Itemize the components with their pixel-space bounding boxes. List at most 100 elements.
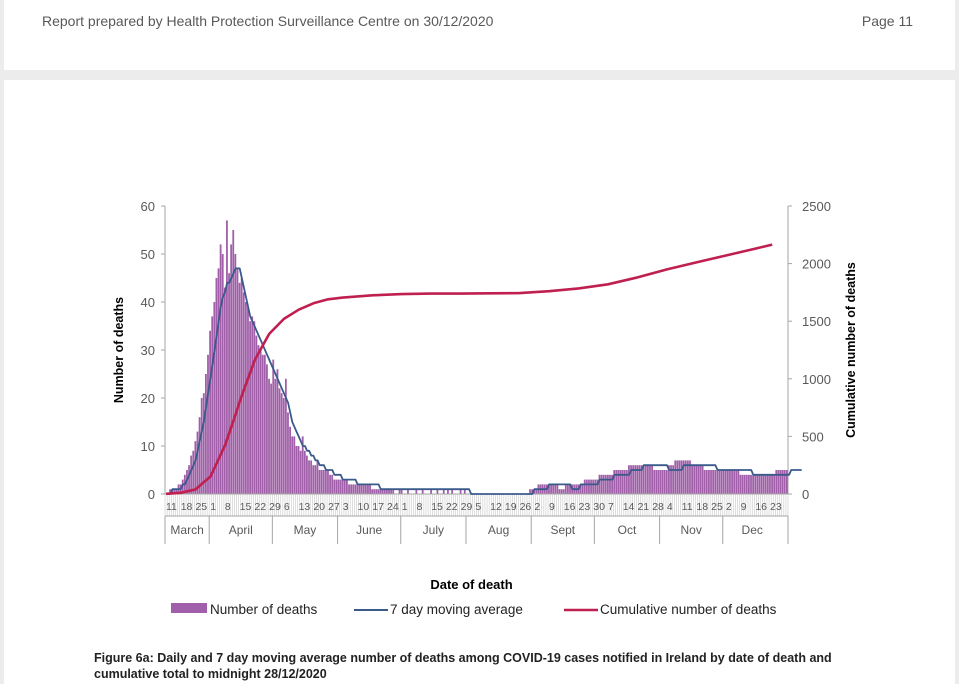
death-bar bbox=[337, 479, 340, 494]
day-tick-label: 15 bbox=[431, 501, 443, 513]
death-bar bbox=[712, 470, 715, 494]
death-bar bbox=[377, 489, 380, 494]
death-bar bbox=[261, 354, 264, 494]
death-bar bbox=[554, 484, 557, 494]
death-bar bbox=[581, 484, 584, 494]
death-bar bbox=[390, 489, 393, 494]
day-tick-label: 21 bbox=[637, 501, 649, 513]
month-label: Aug bbox=[488, 523, 509, 537]
page-number: Page 11 bbox=[861, 13, 913, 29]
death-bar bbox=[358, 484, 361, 494]
death-bar bbox=[678, 460, 681, 494]
death-bar bbox=[280, 393, 283, 494]
death-bar bbox=[552, 484, 555, 494]
death-bar bbox=[219, 244, 222, 494]
death-bar bbox=[301, 436, 304, 494]
death-bar bbox=[360, 484, 363, 494]
death-bar bbox=[257, 345, 260, 494]
report-page: 0 10 20 30 40 50 60 0 500 1000 1500 2000 2500 Number … bbox=[4, 80, 955, 684]
death-bar bbox=[663, 470, 666, 494]
death-bar bbox=[339, 479, 342, 494]
death-bar bbox=[314, 465, 317, 494]
death-bar bbox=[451, 489, 454, 494]
death-bar bbox=[604, 474, 607, 494]
death-bar bbox=[324, 470, 327, 494]
day-tick-label: 9 bbox=[741, 501, 747, 513]
death-bar bbox=[609, 474, 611, 494]
death-bar bbox=[634, 465, 637, 494]
day-tick-label: 18 bbox=[696, 501, 708, 513]
report-title: Report prepared by Health Protection Sur… bbox=[42, 13, 494, 29]
death-bar bbox=[548, 484, 550, 494]
death-bar bbox=[714, 470, 717, 494]
day-tick-label: 19 bbox=[505, 501, 517, 513]
month-label: April bbox=[229, 523, 253, 537]
death-bar bbox=[217, 268, 220, 494]
death-bar bbox=[211, 316, 214, 494]
day-tick-label: 2 bbox=[726, 501, 732, 513]
death-bar bbox=[569, 484, 571, 494]
day-tick-label: 7 bbox=[608, 501, 614, 513]
death-bar bbox=[234, 254, 237, 494]
death-bar bbox=[695, 465, 698, 494]
y2-tick-label: 500 bbox=[802, 429, 824, 444]
day-tick-label: 28 bbox=[652, 501, 664, 513]
death-bar bbox=[649, 465, 651, 494]
death-bar bbox=[169, 489, 172, 494]
death-bar bbox=[676, 460, 679, 494]
death-bar bbox=[617, 470, 620, 494]
death-bar bbox=[670, 465, 672, 494]
death-bar bbox=[592, 479, 595, 494]
death-bar bbox=[322, 470, 325, 494]
death-bar bbox=[226, 220, 228, 494]
death-bar bbox=[766, 474, 769, 494]
death-bar bbox=[684, 460, 687, 494]
death-bar bbox=[583, 479, 586, 494]
death-bar bbox=[564, 484, 567, 494]
death-bar bbox=[535, 489, 538, 494]
death-bar bbox=[588, 479, 590, 494]
death-bar bbox=[310, 460, 313, 494]
death-bar bbox=[606, 474, 609, 494]
death-bar bbox=[596, 479, 599, 494]
y-tick-label: 0 bbox=[148, 487, 155, 502]
death-bar bbox=[289, 426, 291, 494]
death-bar bbox=[665, 470, 668, 494]
death-bar bbox=[750, 474, 752, 494]
day-tick-label: 4 bbox=[667, 501, 673, 513]
death-bar bbox=[630, 465, 632, 494]
death-bar bbox=[718, 470, 721, 494]
death-bar bbox=[646, 465, 649, 494]
death-bar bbox=[306, 455, 308, 494]
death-bar bbox=[354, 484, 357, 494]
death-bar bbox=[737, 470, 740, 494]
death-bar bbox=[270, 383, 273, 494]
death-bar bbox=[644, 465, 647, 494]
y-tick-label: 30 bbox=[141, 343, 155, 358]
death-bar bbox=[272, 359, 275, 494]
death-bar bbox=[268, 378, 270, 494]
death-bar bbox=[381, 489, 384, 494]
death-bar bbox=[655, 470, 658, 494]
death-bar bbox=[421, 489, 424, 494]
legend-label-moving-average: 7 day moving average bbox=[390, 602, 523, 617]
day-tick-label: 1 bbox=[402, 501, 408, 513]
death-bar bbox=[341, 479, 344, 494]
death-bar bbox=[400, 489, 403, 494]
death-bar bbox=[680, 460, 683, 494]
death-bar bbox=[529, 489, 531, 494]
day-tick-label: 18 bbox=[181, 501, 193, 513]
death-bar bbox=[459, 489, 462, 494]
y2-tick-label: 2500 bbox=[802, 199, 831, 214]
day-tick-label: 29 bbox=[461, 501, 473, 513]
death-bar bbox=[327, 470, 329, 494]
death-bar bbox=[407, 489, 409, 494]
death-bar bbox=[240, 278, 243, 494]
death-bar bbox=[232, 230, 235, 494]
y-tick-label: 60 bbox=[141, 199, 155, 214]
death-bar bbox=[785, 470, 788, 494]
death-bar bbox=[373, 489, 376, 494]
legend-swatch-bars bbox=[171, 603, 207, 613]
death-bar bbox=[331, 474, 334, 494]
day-tick-label: 24 bbox=[387, 501, 399, 513]
